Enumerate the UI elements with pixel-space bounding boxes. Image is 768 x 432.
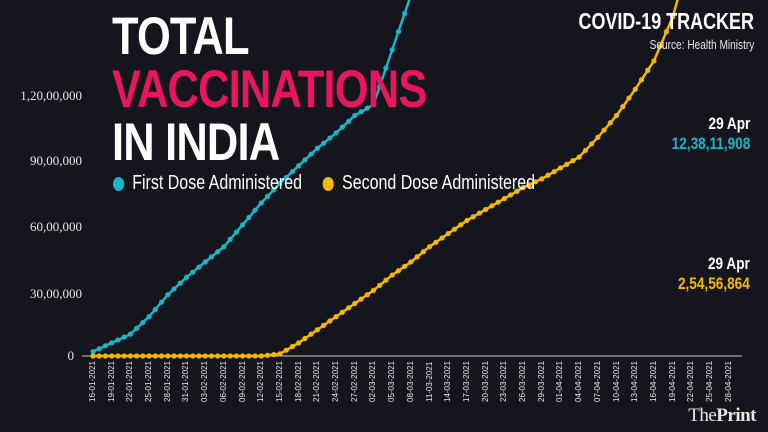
x-tick-label: 11-03-2021	[424, 361, 434, 402]
x-tick-label: 04-04-2021	[574, 361, 584, 402]
legend-first-label: First Dose Administered	[132, 172, 303, 194]
first-dose-date: 29 Apr	[708, 114, 750, 133]
second-dose-annotation: 29 Apr 2,54,56,864	[678, 254, 750, 294]
second-dose-dot-icon	[322, 176, 335, 191]
x-tick-label: 02-03-2021	[368, 361, 378, 402]
x-tick-label: 19-01-2021	[106, 361, 116, 402]
x-tick-label: 20-03-2021	[480, 361, 490, 402]
title-line-3: IN INDIA	[112, 113, 280, 172]
x-tick-label: 09-02-2021	[237, 361, 247, 402]
data-series	[90, 0, 679, 359]
tracker-label: COVID-19 TRACKER	[578, 8, 754, 34]
x-tick-label: 24-02-2021	[331, 361, 341, 402]
x-tick-label: 21-02-2021	[312, 361, 322, 402]
y-tick-label: 90,00,000	[30, 153, 82, 168]
x-tick-label: 22-01-2021	[125, 361, 135, 402]
legend-item-second-dose: Second Dose Administered	[322, 172, 536, 195]
x-tick-label: 16-04-2021	[648, 361, 658, 402]
x-tick-label: 25-04-2021	[705, 361, 715, 402]
x-tick-label: 06-02-2021	[218, 361, 228, 402]
x-tick-label: 03-02-2021	[200, 361, 210, 402]
x-tick-label: 28-01-2021	[162, 361, 172, 402]
first-dose-value: 12,38,11,908	[671, 134, 750, 153]
x-tick-label: 01-04-2021	[555, 361, 565, 402]
theprint-logo: ThePrint	[688, 405, 756, 427]
y-tick-label: 0	[67, 348, 75, 363]
x-tick-label: 07-04-2021	[592, 361, 602, 402]
source-label: Source: Health Ministry	[649, 37, 754, 52]
x-tick-label: 27-02-2021	[349, 361, 359, 402]
x-tick-label: 17-03-2021	[461, 361, 471, 402]
legend-item-first-dose: First Dose Administered	[113, 172, 302, 195]
x-tick-label: 23-03-2021	[499, 361, 509, 402]
y-tick-label: 60,00,000	[30, 219, 82, 234]
logo-the: The	[688, 405, 717, 426]
x-tick-label: 08-03-2021	[405, 361, 415, 402]
x-tick-label: 05-03-2021	[387, 361, 397, 402]
x-tick-label: 14-03-2021	[443, 361, 453, 402]
x-tick-label: 15-02-2021	[274, 361, 284, 402]
second-dose-value: 2,54,56,864	[678, 274, 750, 293]
x-tick-label: 28-04-2021	[723, 361, 733, 402]
x-tick-label: 18-02-2021	[293, 361, 303, 402]
x-tick-label: 19-04-2021	[667, 361, 677, 402]
x-tick-label: 22-04-2021	[686, 361, 696, 402]
y-tick-label: 30,00,000	[30, 286, 82, 301]
x-tick-label: 16-01-2021	[88, 361, 97, 402]
first-dose-annotation: 29 Apr 12,38,11,908	[671, 114, 750, 154]
logo-print: Print	[716, 405, 756, 426]
legend: First Dose Administered Second Dose Admi…	[113, 172, 556, 195]
second-dose-date: 29 Apr	[708, 254, 750, 273]
first-dose-dot-icon	[113, 176, 125, 191]
x-tick-label: 13-04-2021	[630, 361, 640, 402]
x-tick-label: 26-03-2021	[518, 361, 528, 402]
x-tick-label: 25-01-2021	[144, 361, 154, 402]
x-tick-label: 12-02-2021	[256, 361, 266, 402]
x-tick-label: 10-04-2021	[611, 361, 621, 402]
title-line-2: VACCINATIONS	[112, 60, 427, 119]
title-line-1: TOTAL	[112, 7, 250, 66]
x-tick-label: 29-03-2021	[536, 361, 546, 402]
legend-second-label: Second Dose Administered	[342, 172, 536, 194]
y-tick-label: 1,20,00,000	[20, 88, 82, 103]
x-tick-label: 31-01-2021	[181, 361, 191, 402]
